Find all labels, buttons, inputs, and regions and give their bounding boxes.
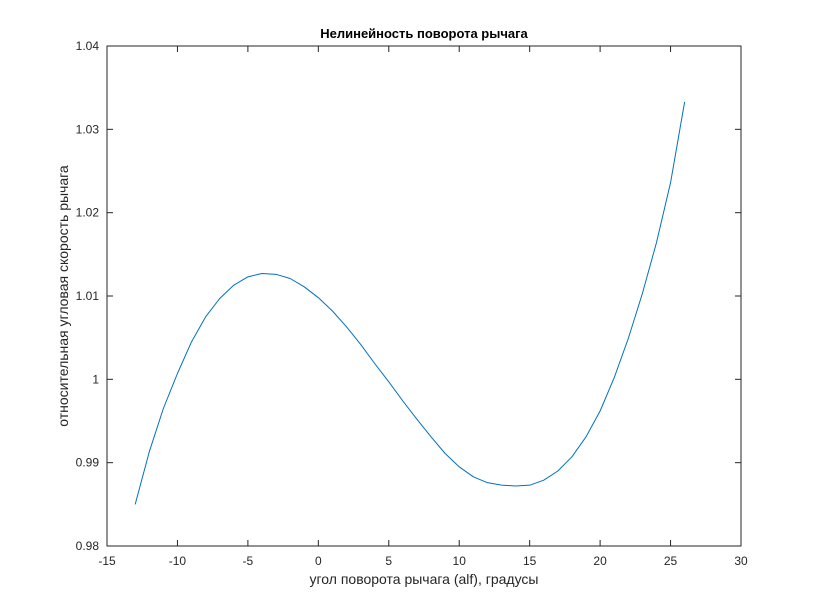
x-tick-label: 30 (734, 554, 748, 568)
y-tick-label: 1.03 (76, 122, 100, 136)
y-tick-label: 1.01 (76, 289, 100, 303)
series-line (134, 101, 686, 505)
axes-box (106, 45, 742, 547)
x-tick-label: 25 (664, 554, 678, 568)
series-layer (134, 101, 686, 505)
x-tick-label: 5 (385, 554, 392, 568)
x-tick-label: 0 (315, 554, 322, 568)
plot-area-background (107, 46, 741, 546)
y-axis-label: относительная угловая скорость рычага (55, 165, 71, 427)
x-axis-label: угол поворота рычага (alf), градусы (309, 571, 538, 587)
x-tick-label: 10 (453, 554, 467, 568)
y-tick-label: 1.02 (76, 206, 100, 220)
x-tick-label: 20 (593, 554, 607, 568)
x-tick-label: 15 (523, 554, 537, 568)
y-tick-label: 0.99 (76, 456, 100, 470)
y-tick-label: 1 (92, 372, 99, 386)
x-tick-label: -15 (98, 554, 116, 568)
x-tick-label: -5 (243, 554, 254, 568)
x-tick-label: -10 (169, 554, 187, 568)
ticks-layer: -15 -10 -5 0 5 10 15 20 25 30 0.98 0.99 1 1.01 1.02 1.0… (76, 39, 748, 568)
y-tick-label: 0.98 (76, 539, 100, 553)
chart-title: Нелинейность поворота рычага (320, 26, 528, 41)
y-tick-label: 1.04 (76, 39, 100, 53)
